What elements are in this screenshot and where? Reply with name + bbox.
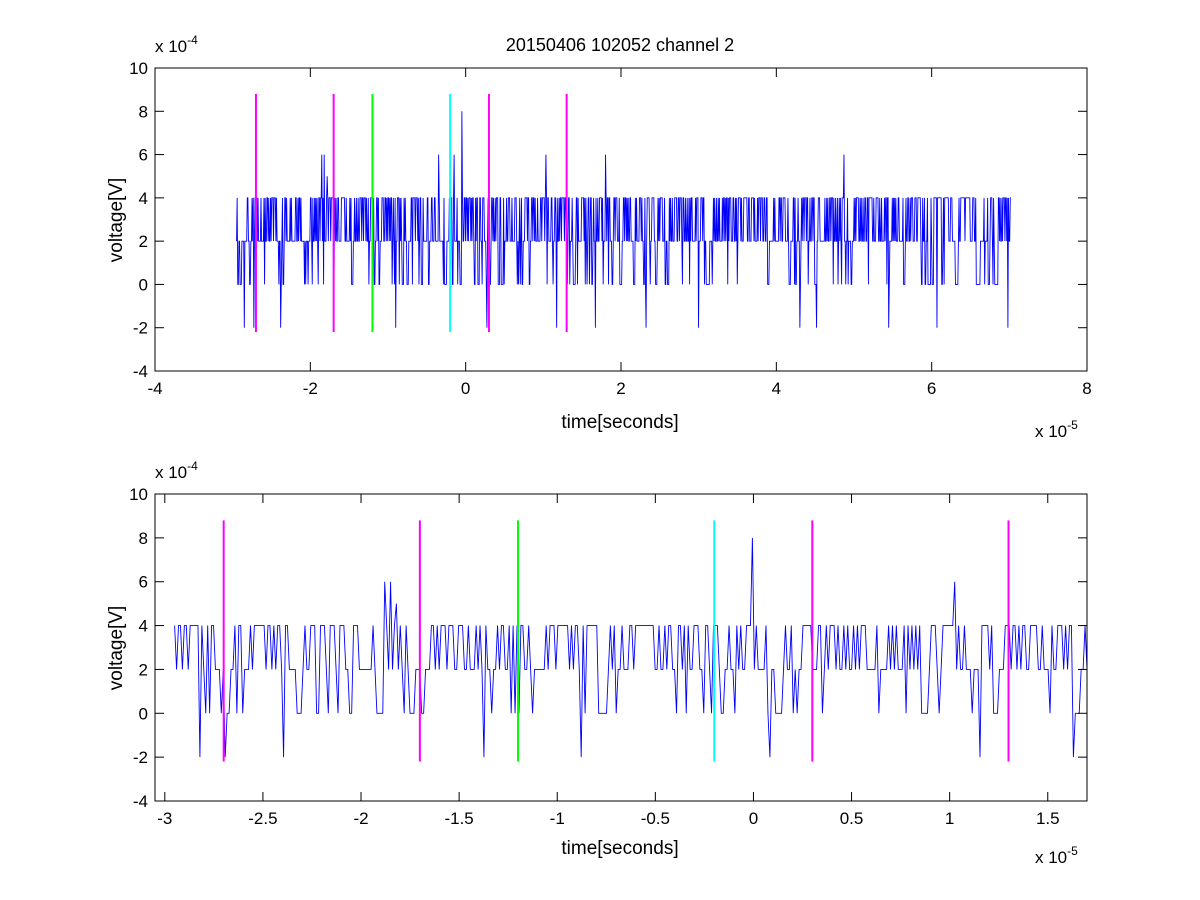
plot-area-frame xyxy=(154,67,1088,372)
y-tick-label: 2 xyxy=(139,232,148,251)
y-tick-label: 6 xyxy=(139,146,148,165)
x-tick-label: 4 xyxy=(772,379,781,398)
plot-area-frame xyxy=(154,493,1088,802)
x-tick-label: -2 xyxy=(353,809,368,828)
x-tick-label: 0.5 xyxy=(840,809,864,828)
x-tick-label: -1 xyxy=(550,809,565,828)
x-tick-label: -0.5 xyxy=(641,809,670,828)
x-tick-label: 2 xyxy=(616,379,625,398)
y-tick-label: 2 xyxy=(139,660,148,679)
x-axis-label: time[seconds] xyxy=(561,838,678,859)
y-tick-label: 8 xyxy=(139,102,148,121)
y-tick-label: -4 xyxy=(133,362,148,381)
chart-title: 20150406 102052 channel 2 xyxy=(506,35,734,55)
x-tick-label: -3 xyxy=(157,809,172,828)
y-axis-label: voltage[V] xyxy=(106,606,127,691)
voltage-trace xyxy=(174,537,1088,758)
x-tick-label: 1 xyxy=(945,809,954,828)
y-multiplier: x 10-4 xyxy=(155,33,198,56)
x-tick-label: -2.5 xyxy=(248,809,277,828)
y-tick-label: -4 xyxy=(133,792,148,811)
x-tick-label: 1.5 xyxy=(1036,809,1060,828)
x-tick-label: -1.5 xyxy=(444,809,473,828)
y-tick-label: 6 xyxy=(139,573,148,592)
y-multiplier: x 10-4 xyxy=(155,459,198,482)
x-axis-label: time[seconds] xyxy=(561,412,678,433)
y-tick-label: 0 xyxy=(139,704,148,723)
y-tick-label: 0 xyxy=(139,275,148,294)
x-tick-label: -4 xyxy=(147,379,162,398)
y-tick-label: 4 xyxy=(139,617,148,636)
x-tick-label: 0 xyxy=(749,809,758,828)
x-tick-label: -2 xyxy=(303,379,318,398)
x-tick-label: 0 xyxy=(461,379,470,398)
x-tick-label: 6 xyxy=(927,379,936,398)
x-tick-label: 8 xyxy=(1082,379,1091,398)
y-tick-label: 10 xyxy=(129,59,148,78)
x-multiplier: x 10-5 xyxy=(1035,844,1078,867)
top-subplot: 20150406 102052 channel 2 -4 -2 0 2 4 6 8 -4 -2 0… xyxy=(106,33,1092,441)
y-tick-label: 4 xyxy=(139,189,148,208)
y-tick-label: -2 xyxy=(133,748,148,767)
y-axis-label: voltage[V] xyxy=(106,178,127,263)
bottom-subplot: -3 -2.5 -2 -1.5 -1 -0.5 0 0.5 1 1.5 -4 -2 0 2 4 6 8 10 x … xyxy=(106,459,1088,867)
y-tick-label: 10 xyxy=(129,485,148,504)
y-tick-label: -2 xyxy=(133,319,148,338)
voltage-trace xyxy=(236,111,1011,328)
x-multiplier: x 10-5 xyxy=(1035,418,1078,441)
y-tick-label: 8 xyxy=(139,529,148,548)
